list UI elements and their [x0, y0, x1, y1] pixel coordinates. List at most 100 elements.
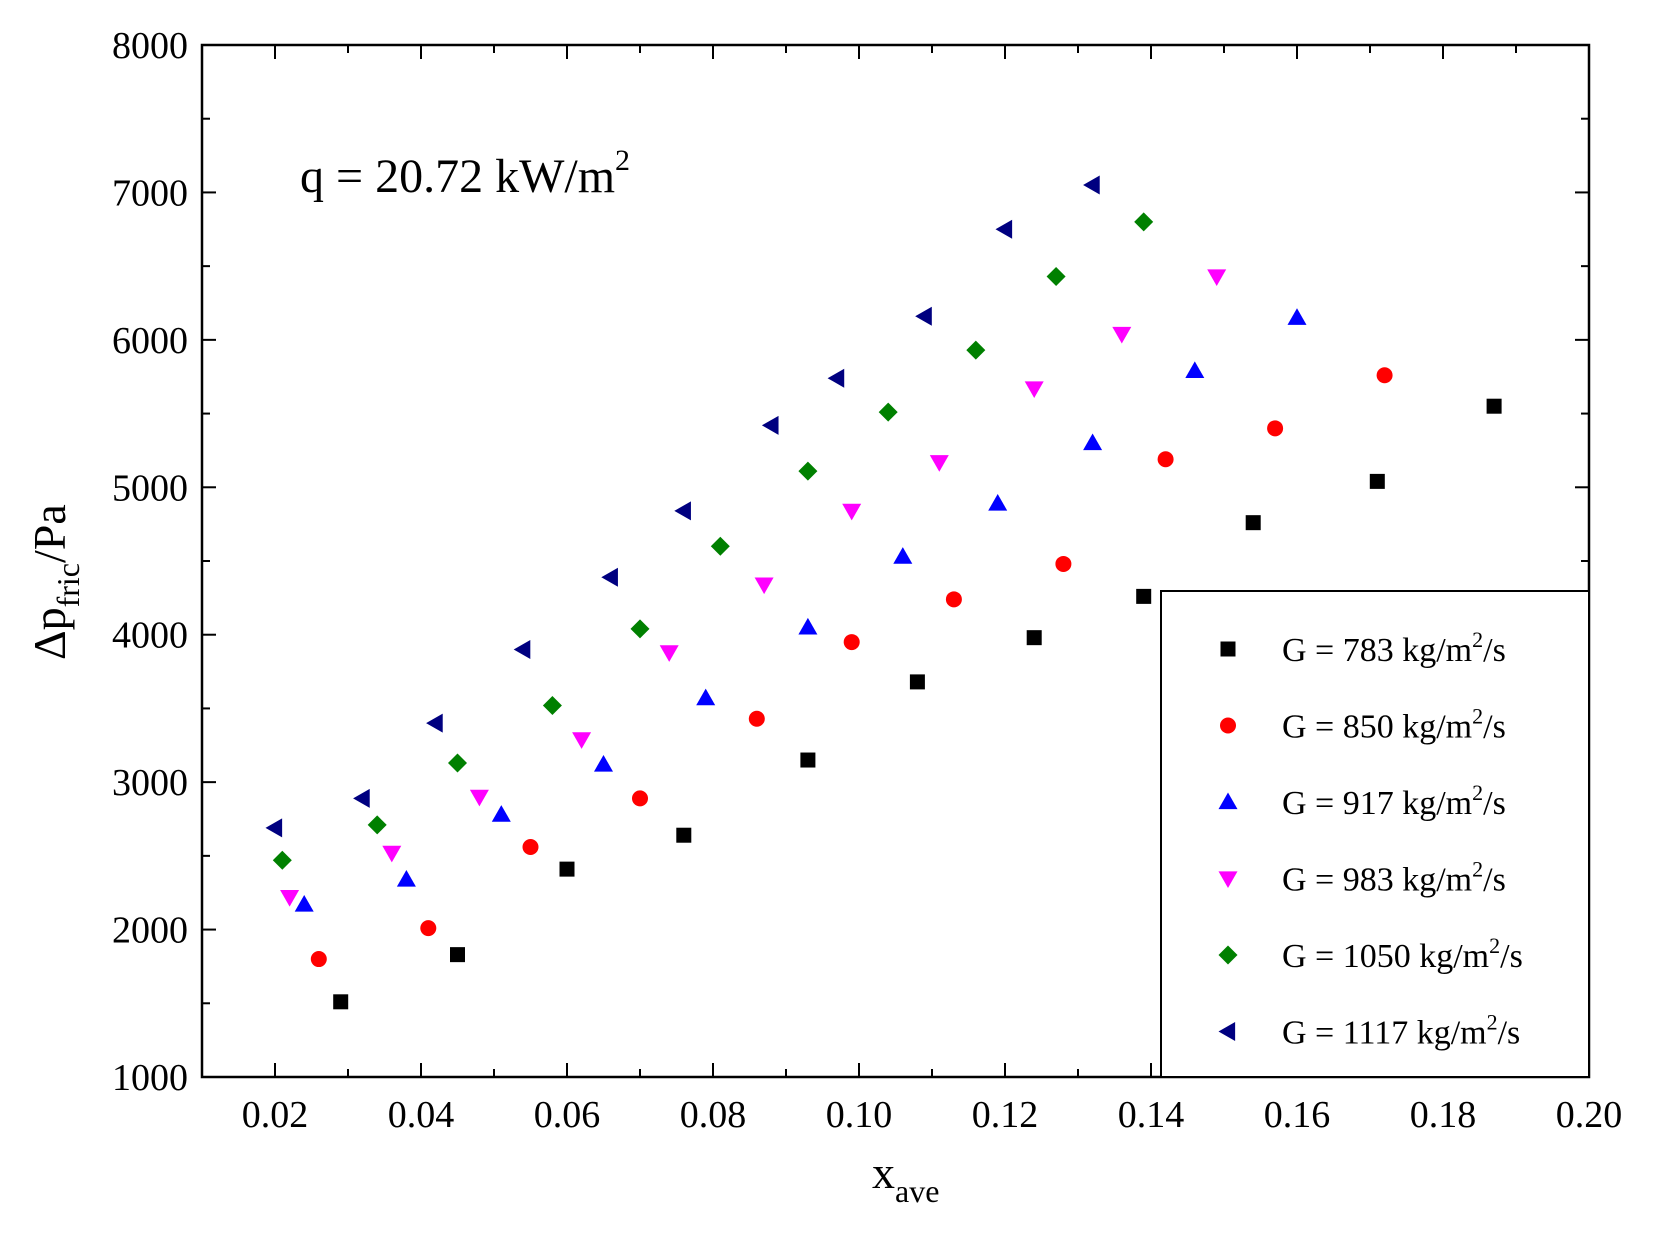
- y-tick-label: 8000: [112, 25, 188, 67]
- heat-flux-annotation: q = 20.72 kW/m2: [300, 144, 630, 203]
- annotation-base: q = 20.72 kW/m: [300, 150, 615, 203]
- data-point: [1024, 381, 1044, 399]
- data-point: [1486, 398, 1502, 414]
- data-point: [1245, 515, 1261, 531]
- x-tick-label: 0.10: [826, 1094, 893, 1136]
- data-point: [696, 688, 716, 706]
- data-point: [594, 754, 613, 772]
- legend-item: G = 850 kg/m2/s: [1220, 704, 1506, 746]
- series-3: [294, 308, 1307, 912]
- data-point: [265, 818, 283, 838]
- data-point: [367, 815, 387, 835]
- data-point: [491, 805, 511, 822]
- data-point: [798, 617, 818, 635]
- legend: G = 783 kg/m2/s G = 850 kg/m2/s G = 917 kg…: [1160, 590, 1590, 1078]
- data-point: [761, 415, 779, 435]
- data-point: [827, 368, 845, 388]
- data-point: [674, 501, 691, 521]
- data-point: [915, 306, 932, 326]
- y-tick-label: 5000: [112, 467, 188, 509]
- data-point: [929, 455, 949, 472]
- legend-label: G = 783 kg/m2/s: [1282, 627, 1506, 669]
- legend-item: G = 983 kg/m2/s: [1218, 857, 1506, 899]
- data-point: [995, 219, 1013, 239]
- data-points: [265, 175, 1502, 1010]
- data-point: [748, 710, 765, 727]
- legend-marker: [1220, 641, 1236, 657]
- y-tick-label: 6000: [112, 320, 188, 362]
- data-point: [513, 639, 531, 659]
- data-point: [1046, 266, 1066, 286]
- data-point: [1083, 175, 1100, 195]
- data-point: [280, 890, 300, 907]
- data-point: [632, 790, 648, 807]
- y-tick-label: 3000: [112, 762, 188, 804]
- x-tick-label: 0.04: [388, 1094, 455, 1136]
- data-point: [878, 402, 898, 422]
- legend-label: G = 983 kg/m2/s: [1282, 857, 1506, 899]
- x-tick-label: 0.14: [1118, 1094, 1185, 1136]
- data-point: [1369, 473, 1385, 489]
- data-point: [469, 789, 489, 807]
- data-point: [966, 340, 986, 360]
- data-point: [842, 503, 862, 521]
- x-tick-label: 0.16: [1264, 1094, 1331, 1136]
- y-axis-title-sub: fric: [50, 563, 86, 607]
- legend-label: G = 850 kg/m2/s: [1282, 704, 1506, 746]
- y-axis-title-pre: Δp: [24, 607, 75, 660]
- x-axis-title-sub: ave: [895, 1173, 939, 1209]
- y-tick-label: 1000: [112, 1057, 188, 1099]
- data-point: [1055, 555, 1072, 572]
- data-point: [1267, 420, 1284, 437]
- data-point: [542, 695, 562, 715]
- legend-label: G = 917 kg/m2/s: [1282, 780, 1506, 822]
- y-tick-label: 2000: [112, 910, 188, 952]
- legend-marker: [1218, 792, 1238, 810]
- data-point: [1112, 326, 1132, 344]
- series-4: [280, 269, 1227, 907]
- x-tick-label: 0.18: [1410, 1094, 1477, 1136]
- series-5: [272, 212, 1154, 870]
- legend-item: G = 1117 kg/m2/s: [1218, 1010, 1520, 1052]
- x-tick-label: 0.20: [1556, 1094, 1623, 1136]
- data-point: [294, 895, 314, 912]
- data-point: [522, 839, 539, 856]
- data-point: [945, 591, 962, 608]
- data-point: [1136, 588, 1152, 604]
- data-point: [710, 536, 730, 556]
- x-tick-labels: 0.02 0.04 0.06 0.08 0.10 0.12 0.14 0.16 0.18 0.20: [242, 1094, 1623, 1136]
- x-axis-title: xave: [872, 1147, 939, 1209]
- data-point: [420, 920, 437, 937]
- data-point: [659, 645, 679, 662]
- x-tick-label: 0.02: [242, 1094, 309, 1136]
- data-point: [559, 861, 575, 877]
- data-point: [1157, 451, 1174, 468]
- data-point: [800, 752, 816, 768]
- data-point: [572, 732, 592, 749]
- data-point: [630, 619, 650, 639]
- data-point: [798, 461, 818, 481]
- data-point: [1287, 308, 1307, 325]
- series-1: [333, 398, 1502, 1010]
- data-point: [396, 869, 416, 887]
- data-point: [843, 634, 860, 651]
- data-point: [333, 994, 349, 1010]
- data-point: [272, 850, 292, 870]
- legend-marker: [1220, 717, 1236, 734]
- data-point: [1376, 367, 1393, 384]
- legend-marker: [1218, 871, 1238, 888]
- data-point: [450, 947, 465, 963]
- data-point: [988, 494, 1008, 511]
- data-point: [1185, 361, 1205, 378]
- series-2: [310, 367, 1393, 968]
- legend-label: G = 1117 kg/m2/s: [1282, 1010, 1520, 1052]
- data-point: [1134, 212, 1154, 232]
- y-axis-title: Δpfric/Pa: [24, 504, 86, 660]
- legend-marker: [1218, 945, 1238, 965]
- x-tick-label: 0.08: [680, 1094, 747, 1136]
- data-point: [1026, 630, 1042, 646]
- y-tick-label: 4000: [112, 615, 188, 657]
- x-tick-label: 0.12: [972, 1094, 1039, 1136]
- data-point: [893, 547, 913, 564]
- y-tick-label: 7000: [112, 172, 188, 214]
